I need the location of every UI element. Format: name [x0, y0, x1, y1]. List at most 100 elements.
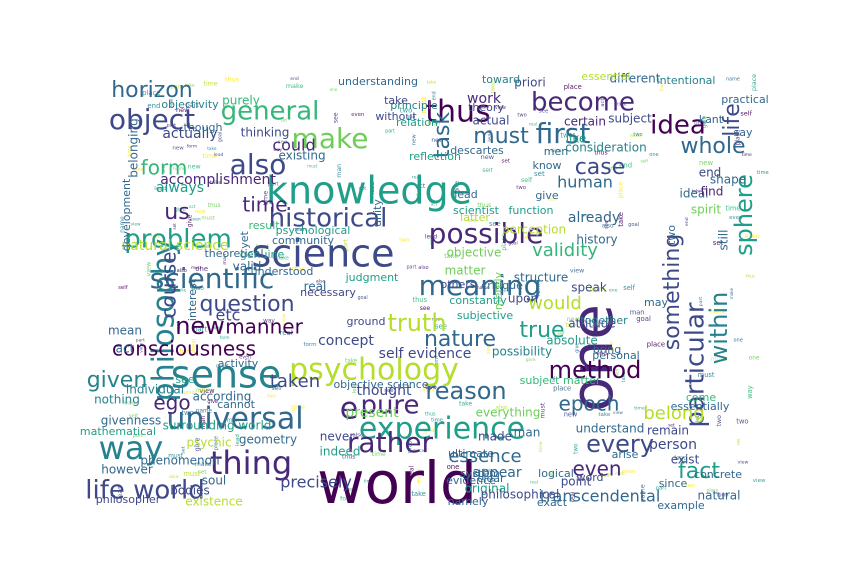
filler-word: take	[207, 146, 217, 152]
filler-word: goal	[636, 315, 651, 323]
filler-word: time	[127, 146, 133, 157]
word-group: new must see name one also end also place man even…	[80, 70, 769, 517]
filler-word: two	[566, 323, 577, 329]
filler-word: thus	[208, 203, 221, 209]
filler-word: man	[223, 254, 228, 264]
word-56: even	[572, 457, 621, 481]
filler-word: lead	[487, 130, 493, 142]
word-65: precisely	[280, 473, 352, 492]
word-123: possibility	[492, 345, 552, 359]
word-133: others	[440, 278, 475, 291]
filler-word: one	[649, 152, 658, 158]
word-183: example	[657, 499, 705, 512]
filler-word: thus	[225, 75, 240, 83]
filler-word: end	[430, 235, 436, 245]
word-121: perception	[502, 223, 566, 237]
word-179: evidence	[446, 474, 496, 487]
filler-word: even	[745, 233, 760, 240]
word-184: come	[686, 391, 716, 404]
filler-word: time	[538, 441, 544, 452]
word-91: mean	[108, 324, 142, 338]
word-149: without	[375, 110, 417, 123]
filler-word: give	[701, 115, 708, 128]
word-76: person	[649, 437, 697, 453]
filler-word: must	[191, 265, 202, 270]
filler-word: one	[749, 356, 760, 362]
word-70: self evidence	[379, 346, 472, 362]
filler-word: new	[197, 242, 211, 250]
filler-word: two	[633, 132, 642, 138]
filler-word: see	[604, 220, 610, 229]
word-128: attitude	[568, 317, 615, 331]
filler-word: name	[120, 216, 126, 233]
filler-word: thus	[594, 149, 607, 156]
word-20: rather	[347, 426, 434, 459]
word-161: intentional	[657, 74, 716, 87]
filler-word: view	[131, 222, 142, 228]
filler-word: see	[435, 323, 447, 331]
filler-word: place	[564, 83, 582, 91]
filler-word: see	[151, 234, 161, 240]
filler-word: form	[187, 144, 197, 150]
word-33: every	[586, 430, 654, 458]
filler-word: take	[177, 288, 186, 293]
filler-word: two	[686, 483, 695, 489]
word-180: namely	[448, 495, 489, 508]
filler-word: place	[647, 341, 665, 349]
word-9: universal	[166, 402, 303, 437]
filler-word: way	[212, 325, 224, 331]
filler-word: end	[501, 288, 509, 294]
word-165: psychological	[276, 224, 351, 237]
word-59: validity	[532, 240, 598, 261]
word-4: sense	[171, 353, 281, 397]
word-148: take	[384, 94, 408, 107]
filler-word: also	[352, 433, 364, 439]
word-138: unity	[371, 199, 384, 227]
filler-word: thus	[413, 296, 428, 304]
word-66: etc	[216, 306, 241, 325]
word-120: objective	[447, 246, 502, 260]
filler-word: one	[330, 87, 338, 92]
word-155: know	[532, 159, 561, 172]
word-8: thing	[210, 444, 292, 482]
filler-word: new	[431, 138, 443, 144]
filler-word: two	[574, 443, 580, 454]
filler-word: lead	[674, 455, 687, 462]
filler-word: time	[726, 205, 741, 213]
filler-word: even	[622, 469, 636, 475]
word-105: existence	[185, 495, 243, 509]
filler-word: man	[630, 309, 645, 317]
filler-word: set	[551, 376, 556, 383]
filler-word: lead	[425, 234, 438, 240]
word-173: personal	[592, 349, 640, 362]
filler-word: new	[481, 153, 495, 161]
word-94: nothing	[94, 393, 140, 407]
word-101: soul	[202, 474, 227, 488]
word-27: become	[531, 88, 635, 118]
word-28: idea	[650, 111, 706, 141]
word-72: already	[568, 210, 620, 226]
word-18: first	[536, 117, 591, 150]
filler-word: goal	[608, 341, 614, 351]
filler-word: must	[184, 470, 201, 478]
filler-word: real	[529, 122, 537, 128]
filler-word: new	[195, 209, 207, 215]
word-125: structure	[514, 271, 568, 285]
filler-word: lead	[214, 152, 224, 158]
filler-word: set	[161, 166, 167, 173]
word-62: could	[272, 136, 315, 155]
filler-word: also	[495, 405, 508, 412]
word-143: objectivity	[161, 98, 219, 111]
word-139: existing	[278, 149, 325, 163]
filler-word: place	[553, 385, 571, 393]
filler-word: view	[613, 410, 624, 416]
filler-word: must	[216, 363, 229, 369]
filler-word: goal	[218, 132, 224, 143]
filler-word: two	[267, 394, 276, 400]
filler-word: part	[268, 181, 278, 187]
word-83: thinking	[241, 126, 290, 140]
word-137: yet	[238, 231, 251, 249]
filler-word: see	[539, 108, 549, 114]
